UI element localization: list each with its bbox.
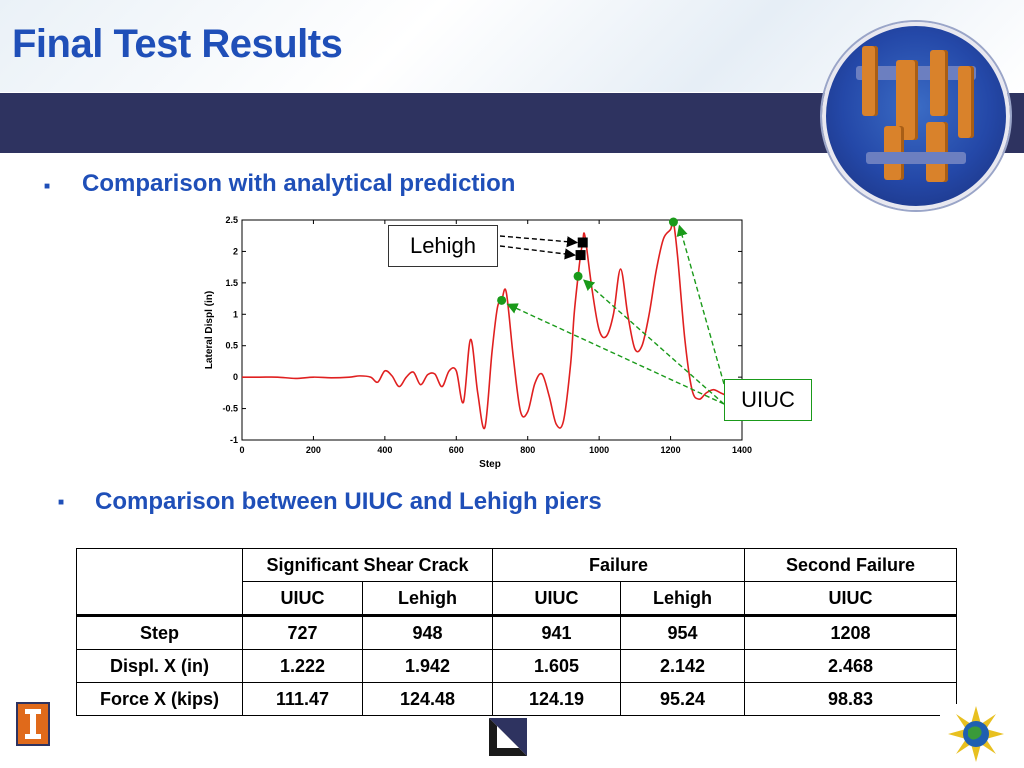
uiuc-callout: UIUC — [724, 379, 812, 421]
table-cell: 1.605 — [492, 649, 621, 683]
y-tick-label: 2.5 — [225, 215, 238, 225]
table-group-header: Failure — [492, 548, 745, 582]
nsf-globe-icon — [940, 704, 1020, 768]
y-tick-label: 0 — [233, 372, 238, 382]
table-cell: 2.468 — [744, 649, 957, 683]
table-cell: 124.48 — [362, 682, 493, 716]
bullet-heading-1: Comparison with analytical prediction — [82, 170, 516, 197]
x-tick-label: 200 — [306, 445, 321, 455]
table-group-header: Significant Shear Crack — [242, 548, 493, 582]
table-cell: 727 — [242, 615, 363, 650]
table-cell: 111.47 — [242, 682, 363, 716]
y-tick-label: -1 — [230, 435, 238, 445]
table-cell: 1.942 — [362, 649, 493, 683]
university-logo-icon — [16, 702, 50, 746]
x-tick-label: 1400 — [732, 445, 752, 455]
x-axis-label: Step — [479, 459, 501, 470]
uiuc-point-marker — [497, 295, 507, 305]
table-cell: 954 — [620, 615, 745, 650]
y-tick-label: 0.5 — [225, 341, 238, 351]
table-cell: 941 — [492, 615, 621, 650]
table-row: Step 727 948 941 954 1208 — [76, 615, 957, 650]
lehigh-callout: Lehigh — [388, 225, 498, 267]
table-corner-cell — [76, 548, 243, 617]
bullet-square-icon: ■ — [58, 497, 65, 508]
table-sub-header: UIUC — [242, 581, 363, 617]
uiuc-point-marker — [668, 217, 678, 227]
table-row: Displ. X (in) 1.222 1.942 1.605 2.142 2.… — [76, 649, 957, 683]
slide-title: Final Test Results — [12, 22, 343, 66]
y-tick-label: 1 — [233, 309, 238, 319]
table-row-label: Step — [76, 615, 243, 650]
lehigh-arrow — [499, 245, 576, 260]
chart-markers — [497, 217, 678, 305]
table-cell: 1208 — [744, 615, 957, 650]
chart-arrows — [499, 224, 725, 405]
table-sub-header: UIUC — [492, 581, 621, 617]
comparison-table: Significant Shear Crack Failure Second F… — [76, 548, 957, 716]
y-tick-label: 1.5 — [225, 278, 238, 288]
table-row-label: Displ. X (in) — [76, 649, 243, 683]
y-axis-label: Lateral Displ (in) — [204, 291, 215, 369]
table-cell: 124.19 — [492, 682, 621, 716]
table-cell: 948 — [362, 615, 493, 650]
table-sub-header: Lehigh — [362, 581, 493, 617]
table-sub-header: UIUC — [744, 581, 957, 617]
x-tick-label: 1000 — [589, 445, 609, 455]
bullet-square-icon: ■ — [44, 181, 51, 192]
table-group-header: Second Failure — [744, 548, 957, 582]
table-cell: 95.24 — [620, 682, 745, 716]
y-tick-label: 2 — [233, 246, 238, 256]
uiuc-point-marker — [573, 271, 583, 281]
table-row-label: Force X (kips) — [76, 682, 243, 716]
table-cell: 98.83 — [744, 682, 957, 716]
chart-series — [241, 219, 743, 430]
x-tick-label: 800 — [520, 445, 535, 455]
nees-logo-icon — [489, 718, 527, 756]
lehigh-point-marker — [577, 237, 588, 248]
uiuc-arrow — [583, 279, 725, 405]
displacement-series-line — [241, 219, 743, 430]
lehigh-arrow — [499, 235, 579, 248]
bullet-heading-2: Comparison between UIUC and Lehigh piers — [95, 488, 602, 515]
chart-ticks: 0 200 400 600 800 1000 1200 1400 -1 -0.5 0 0.5 1 1.5 2… — [222, 215, 752, 455]
lehigh-point-marker — [575, 250, 586, 261]
uiuc-arrow — [676, 224, 725, 385]
x-tick-label: 0 — [239, 445, 244, 455]
test-setup-logo-icon — [822, 22, 1010, 210]
x-tick-label: 600 — [449, 445, 464, 455]
x-tick-label: 400 — [377, 445, 392, 455]
x-tick-label: 1200 — [661, 445, 681, 455]
table-cell: 1.222 — [242, 649, 363, 683]
table-cell: 2.142 — [620, 649, 745, 683]
table-row: Force X (kips) 111.47 124.48 124.19 95.2… — [76, 682, 957, 716]
y-tick-label: -0.5 — [222, 404, 238, 414]
table-sub-header: Lehigh — [620, 581, 745, 617]
